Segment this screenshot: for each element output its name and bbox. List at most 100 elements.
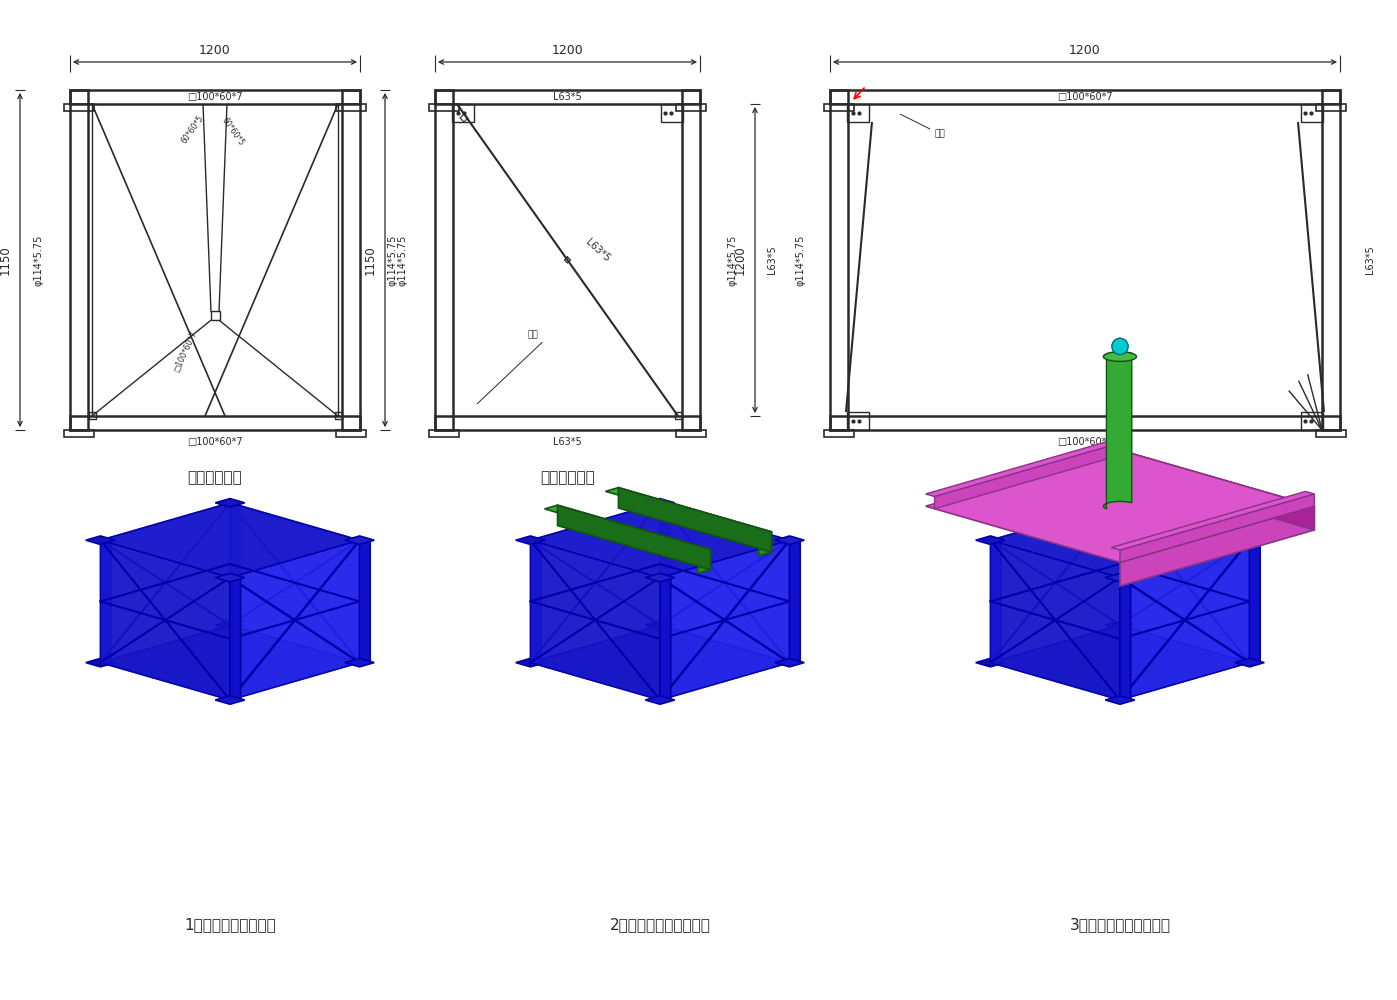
Polygon shape: [605, 488, 771, 536]
Polygon shape: [1120, 540, 1249, 700]
Text: L63*5: L63*5: [584, 237, 612, 263]
Polygon shape: [231, 540, 359, 700]
Bar: [434, 90, 700, 104]
Text: 1150: 1150: [363, 245, 377, 275]
Polygon shape: [85, 536, 115, 544]
Polygon shape: [1120, 578, 1130, 703]
Text: □100*60*7: □100*60*7: [187, 437, 243, 447]
Polygon shape: [935, 440, 1129, 509]
Polygon shape: [759, 532, 771, 556]
Bar: [847, 412, 869, 430]
Bar: [1301, 412, 1323, 430]
Text: φ114*5.75: φ114*5.75: [387, 234, 397, 286]
Polygon shape: [990, 540, 1002, 666]
Polygon shape: [345, 536, 374, 544]
Text: φ114*5.75: φ114*5.75: [398, 234, 408, 286]
Polygon shape: [531, 540, 659, 700]
Bar: [847, 104, 869, 122]
Polygon shape: [101, 625, 359, 700]
Polygon shape: [1235, 536, 1264, 544]
Bar: [64, 430, 94, 437]
Polygon shape: [557, 505, 711, 570]
Polygon shape: [1120, 494, 1315, 562]
Polygon shape: [659, 503, 671, 628]
Polygon shape: [231, 503, 359, 663]
Polygon shape: [990, 625, 1249, 700]
Text: 1200: 1200: [1069, 43, 1101, 56]
Text: φ114*5.75: φ114*5.75: [795, 234, 805, 286]
Bar: [675, 412, 682, 419]
Polygon shape: [101, 540, 110, 666]
Polygon shape: [990, 503, 1120, 663]
Polygon shape: [531, 625, 789, 700]
Bar: [434, 416, 700, 430]
Bar: [1322, 90, 1340, 430]
Polygon shape: [990, 540, 1120, 700]
Polygon shape: [1120, 506, 1315, 586]
Polygon shape: [1120, 503, 1130, 628]
Bar: [89, 412, 96, 419]
Polygon shape: [697, 549, 711, 574]
Polygon shape: [359, 537, 370, 663]
Polygon shape: [531, 503, 659, 663]
Polygon shape: [659, 503, 789, 663]
Text: 2、安装托架上传力构件: 2、安装托架上传力构件: [609, 918, 711, 932]
Polygon shape: [775, 536, 805, 544]
Polygon shape: [659, 578, 671, 703]
Polygon shape: [345, 658, 374, 667]
Polygon shape: [650, 500, 671, 506]
Bar: [830, 90, 848, 430]
Polygon shape: [231, 575, 240, 700]
Polygon shape: [219, 500, 240, 506]
Polygon shape: [1111, 491, 1315, 550]
Polygon shape: [531, 503, 789, 578]
Polygon shape: [659, 540, 789, 700]
Text: □100*60*7: □100*60*7: [172, 329, 198, 373]
Bar: [1301, 104, 1323, 122]
Polygon shape: [520, 537, 541, 543]
Polygon shape: [650, 575, 671, 581]
Text: 顶升架侧视图: 顶升架侧视图: [541, 471, 595, 486]
Bar: [453, 104, 474, 122]
Polygon shape: [101, 503, 231, 663]
Text: L63*5: L63*5: [767, 246, 777, 274]
Text: L63*5: L63*5: [553, 437, 583, 447]
Text: 1150: 1150: [0, 245, 11, 275]
Polygon shape: [85, 658, 115, 667]
Bar: [830, 416, 1340, 430]
Polygon shape: [619, 488, 771, 552]
Polygon shape: [1218, 532, 1232, 556]
Polygon shape: [515, 658, 545, 667]
Polygon shape: [645, 696, 675, 704]
Bar: [434, 90, 453, 430]
Bar: [1316, 430, 1345, 437]
Text: 顶升架平面图: 顶升架平面图: [1058, 471, 1112, 486]
Text: 60*60*5: 60*60*5: [180, 113, 205, 145]
Text: φ114*5.75: φ114*5.75: [726, 234, 738, 286]
Text: □100*60*7: □100*60*7: [187, 92, 243, 102]
Text: 60*60*5: 60*60*5: [221, 116, 246, 148]
Bar: [830, 90, 1340, 104]
Bar: [682, 90, 700, 430]
Polygon shape: [990, 503, 1249, 578]
Polygon shape: [215, 573, 244, 582]
Polygon shape: [545, 505, 711, 553]
Polygon shape: [1105, 573, 1134, 582]
Text: 顶升架正视图: 顶升架正视图: [187, 471, 242, 486]
Polygon shape: [1120, 575, 1130, 700]
Polygon shape: [359, 540, 370, 666]
Text: φ114*5.75: φ114*5.75: [34, 234, 43, 286]
Bar: [661, 104, 683, 122]
Polygon shape: [1004, 505, 1171, 553]
Polygon shape: [1105, 499, 1134, 507]
Polygon shape: [1158, 549, 1171, 574]
Bar: [824, 104, 854, 111]
Polygon shape: [645, 499, 675, 507]
Text: □100*60*7: □100*60*7: [1058, 92, 1113, 102]
Bar: [429, 430, 460, 437]
Polygon shape: [1066, 488, 1232, 536]
Bar: [1316, 104, 1345, 111]
Polygon shape: [1104, 352, 1132, 509]
Polygon shape: [1249, 540, 1260, 666]
Bar: [335, 412, 342, 419]
